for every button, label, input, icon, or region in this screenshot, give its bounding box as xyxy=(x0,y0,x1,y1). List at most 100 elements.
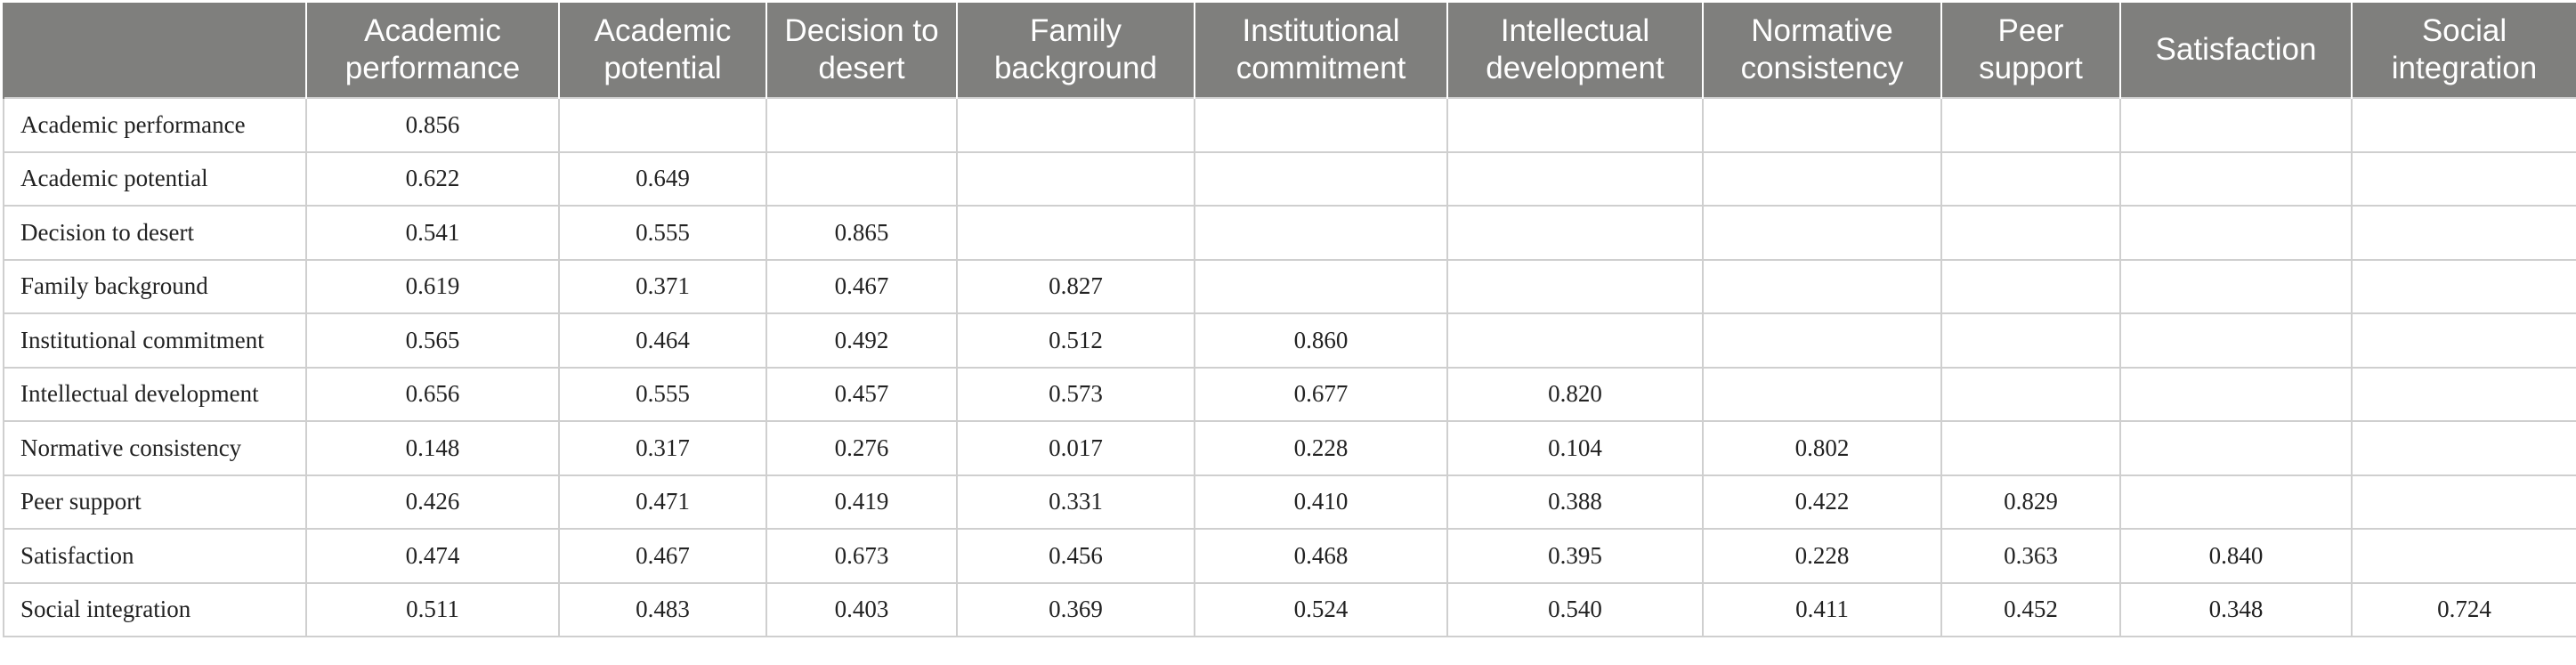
table-cell: 0.369 xyxy=(956,581,1195,637)
table-cell xyxy=(766,97,958,153)
table-cell xyxy=(2351,258,2576,314)
table-cell: 0.829 xyxy=(1940,474,2121,530)
table-cell xyxy=(1702,205,1942,261)
row-label: Intellectual development xyxy=(3,366,307,422)
table-cell: 0.524 xyxy=(1194,581,1448,637)
table-cell xyxy=(1940,97,2121,153)
table-cell xyxy=(1702,312,1942,369)
table-cell: 0.426 xyxy=(305,474,560,530)
table-cell xyxy=(2119,420,2353,476)
table-cell: 0.555 xyxy=(558,366,767,422)
table-cell: 0.656 xyxy=(305,366,560,422)
table-cell: 0.856 xyxy=(305,97,560,153)
table-cell xyxy=(1446,205,1704,261)
table-row: Family background 0.619 0.371 0.467 0.827 xyxy=(3,258,2576,314)
header-row: Academic performance Academic potential … xyxy=(3,3,2576,98)
table-cell: 0.619 xyxy=(305,258,560,314)
table-row: Academic potential 0.622 0.649 xyxy=(3,150,2576,207)
col-header-peer-support: Peer support xyxy=(1940,3,2121,98)
table-cell: 0.565 xyxy=(305,312,560,369)
col-header-academic-performance: Academic performance xyxy=(305,3,560,98)
table-cell xyxy=(1940,258,2121,314)
table-cell: 0.555 xyxy=(558,205,767,261)
col-header-intellectual-development: Intellectual development xyxy=(1446,3,1704,98)
table-cell xyxy=(1702,366,1942,422)
table-cell xyxy=(2351,150,2576,207)
table-cell: 0.840 xyxy=(2119,528,2353,584)
table-cell xyxy=(1194,97,1448,153)
table-cell: 0.865 xyxy=(766,205,958,261)
table-cell: 0.371 xyxy=(558,258,767,314)
table-cell xyxy=(1702,258,1942,314)
header-corner-cell xyxy=(3,3,307,98)
table-cell xyxy=(2119,258,2353,314)
table-cell: 0.467 xyxy=(766,258,958,314)
table-cell: 0.820 xyxy=(1446,366,1704,422)
row-label: Normative consistency xyxy=(3,420,307,476)
table-cell xyxy=(2351,312,2576,369)
table-cell xyxy=(956,97,1195,153)
table-cell xyxy=(1940,205,2121,261)
table-cell: 0.388 xyxy=(1446,474,1704,530)
table-cell: 0.395 xyxy=(1446,528,1704,584)
row-label: Academic performance xyxy=(3,97,307,153)
table-header: Academic performance Academic potential … xyxy=(3,3,2576,98)
table-cell: 0.673 xyxy=(766,528,958,584)
table-cell: 0.724 xyxy=(2351,581,2576,637)
table-cell xyxy=(1446,258,1704,314)
table-cell xyxy=(2351,205,2576,261)
table-row: Peer support 0.426 0.471 0.419 0.331 0.410 0.3… xyxy=(3,474,2576,530)
table-cell xyxy=(2119,97,2353,153)
row-label: Peer support xyxy=(3,474,307,530)
table-cell: 0.492 xyxy=(766,312,958,369)
table-cell: 0.104 xyxy=(1446,420,1704,476)
table-cell xyxy=(1940,150,2121,207)
row-label: Institutional commitment xyxy=(3,312,307,369)
table-cell: 0.456 xyxy=(956,528,1195,584)
table-cell: 0.540 xyxy=(1446,581,1704,637)
table-cell: 0.403 xyxy=(766,581,958,637)
table-cell: 0.276 xyxy=(766,420,958,476)
table-cell xyxy=(2351,474,2576,530)
table-cell: 0.363 xyxy=(1940,528,2121,584)
table-cell xyxy=(766,150,958,207)
table-cell: 0.573 xyxy=(956,366,1195,422)
table-cell xyxy=(1446,312,1704,369)
table-cell: 0.512 xyxy=(956,312,1195,369)
table-cell: 0.348 xyxy=(2119,581,2353,637)
table-cell xyxy=(1446,150,1704,207)
col-header-family-background: Family background xyxy=(956,3,1195,98)
table-cell xyxy=(2119,474,2353,530)
col-header-decision-to-desert: Decision to desert xyxy=(766,3,958,98)
table-cell: 0.331 xyxy=(956,474,1195,530)
table-cell: 0.677 xyxy=(1194,366,1448,422)
table-cell xyxy=(2119,366,2353,422)
table-cell xyxy=(2119,205,2353,261)
table-cell xyxy=(1194,258,1448,314)
table-cell xyxy=(2351,528,2576,584)
col-header-academic-potential: Academic potential xyxy=(558,3,767,98)
table-cell: 0.467 xyxy=(558,528,767,584)
table-row: Social integration 0.511 0.483 0.403 0.369 0.… xyxy=(3,581,2576,637)
table-cell xyxy=(1702,97,1942,153)
table-row: Institutional commitment 0.565 0.464 0.492 0… xyxy=(3,312,2576,369)
table-cell xyxy=(1446,97,1704,153)
table-cell: 0.649 xyxy=(558,150,767,207)
table-row: Academic performance 0.856 xyxy=(3,97,2576,153)
row-label: Social integration xyxy=(3,581,307,637)
table-cell: 0.411 xyxy=(1702,581,1942,637)
table-cell xyxy=(956,205,1195,261)
table-cell: 0.419 xyxy=(766,474,958,530)
table-cell xyxy=(1940,366,2121,422)
table-row: Decision to desert 0.541 0.555 0.865 xyxy=(3,205,2576,261)
table-row: Satisfaction 0.474 0.467 0.673 0.456 0.468 0.3… xyxy=(3,528,2576,584)
table-cell: 0.827 xyxy=(956,258,1195,314)
table-cell xyxy=(1940,420,2121,476)
table-body: Academic performance 0.856 Academic potent… xyxy=(3,97,2576,637)
col-header-social-integration: Social integration xyxy=(2351,3,2576,98)
table-cell: 0.483 xyxy=(558,581,767,637)
table-cell: 0.228 xyxy=(1702,528,1942,584)
table-cell xyxy=(2351,366,2576,422)
table-cell: 0.422 xyxy=(1702,474,1942,530)
row-label: Satisfaction xyxy=(3,528,307,584)
